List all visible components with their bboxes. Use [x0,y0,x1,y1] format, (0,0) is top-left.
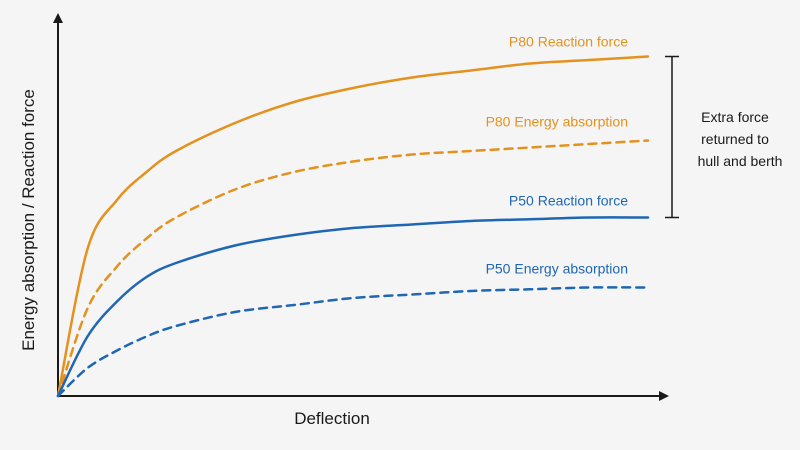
series-layer [56,55,650,398]
y-axis-title: Energy absorption / Reaction force [19,89,38,351]
annotation-line-2: returned to [701,131,769,147]
series-line-p50-energy-absorption [56,286,650,398]
annotation-line-3: hull and berth [698,153,783,169]
series-line-p80-reaction-force [56,55,650,398]
series-line-p50-reaction-force [56,216,650,398]
series-label-p50-reaction-force: P50 Reaction force [509,193,628,209]
annotation-line-1: Extra force [701,109,769,125]
series-label-layer: P80 Reaction force P80 Energy absorption P… [486,34,629,277]
series-line-p80-energy-absorption [56,139,650,398]
series-label-p80-reaction-force: P80 Reaction force [509,34,628,50]
x-axis-title: Deflection [294,409,370,428]
series-label-p80-energy-absorption: P80 Energy absorption [486,114,628,130]
series-label-p50-energy-absorption: P50 Energy absorption [486,261,628,277]
extra-force-annotation: Extra force returned to hull and berth [665,55,783,219]
